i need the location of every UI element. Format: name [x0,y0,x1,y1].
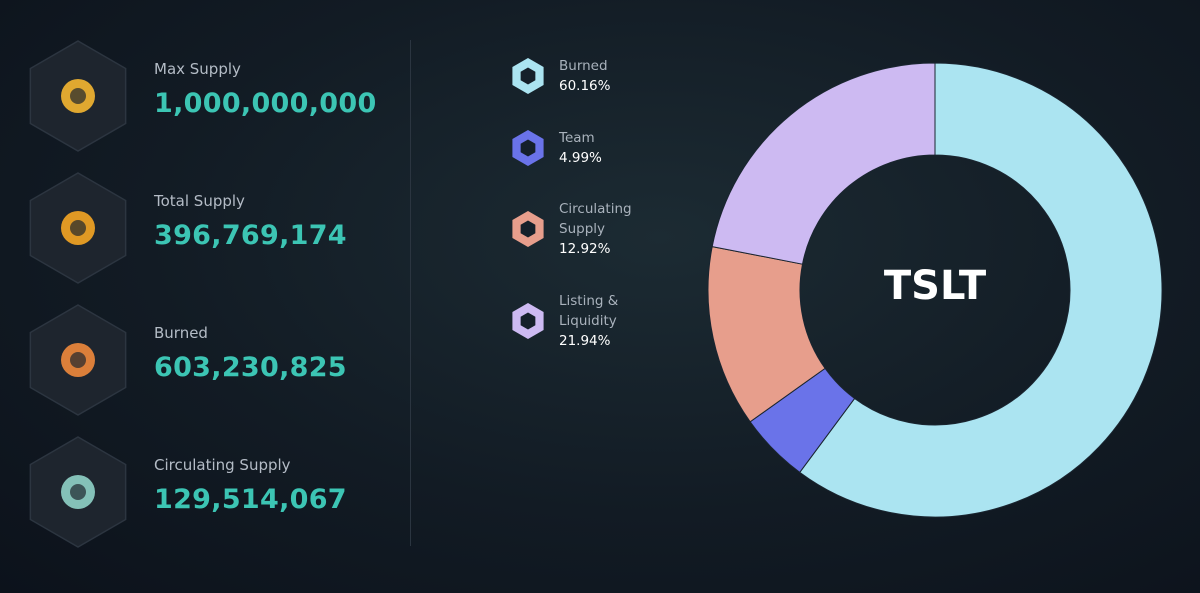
stat-label: Max Supply [154,60,241,78]
legend-value: 60.16% [559,78,611,94]
stat-value: 129,514,067 [154,484,347,515]
legend-name: Circulating Supply [559,201,632,237]
stat-icon [29,40,127,152]
stat-item: Total Supply 396,769,174 [28,172,408,284]
legend-text: Burned 60.16% [559,56,649,96]
stat-item: Max Supply 1,000,000,000 [28,40,408,152]
legend-text: Team 4.99% [559,128,649,168]
legend-text: Circulating Supply 12.92% [559,199,649,259]
legend-item: Team 4.99% [510,128,649,168]
donut-slice [799,62,1163,518]
donut-chart: TSLT [707,62,1163,518]
icon-glyph-inner [70,88,86,104]
stat-item: Burned 603,230,825 [28,304,408,416]
legend-hex-inner [520,220,536,238]
legend-value: 12.92% [559,241,611,257]
icon-glyph-inner [70,220,86,236]
legend-item: Burned 60.16% [510,56,649,96]
stat-icon [29,304,127,416]
legend-name: Team [559,130,595,146]
stat-label: Total Supply [154,192,245,210]
legend-hex-inner [520,312,536,330]
legend-name: Burned [559,58,608,74]
stat-value: 603,230,825 [154,352,347,383]
icon-glyph-inner [70,484,86,500]
stat-icon [29,172,127,284]
stat-item: Circulating Supply 129,514,067 [28,436,408,548]
legend-hex-inner [520,139,536,157]
legend-icon [512,211,544,247]
legend-value: 21.94% [559,333,611,349]
legend-hex-inner [520,67,536,85]
stat-label: Circulating Supply [154,456,291,474]
stat-icon [29,436,127,548]
stat-label: Burned [154,324,208,342]
divider [410,40,411,546]
stat-value: 1,000,000,000 [154,88,377,119]
legend-icon [512,303,544,339]
legend-icon [512,130,544,166]
legend-item: Listing & Liquidity 21.94% [510,291,649,351]
legend-name: Listing & Liquidity [559,293,619,329]
center-label: TSLT [884,263,987,309]
donut-slice [711,62,936,265]
legend-text: Listing & Liquidity 21.94% [559,291,649,351]
legend-value: 4.99% [559,150,602,166]
stat-value: 396,769,174 [154,220,347,251]
icon-glyph-inner [70,352,86,368]
legend-item: Circulating Supply 12.92% [510,199,649,259]
legend-icon [512,58,544,94]
